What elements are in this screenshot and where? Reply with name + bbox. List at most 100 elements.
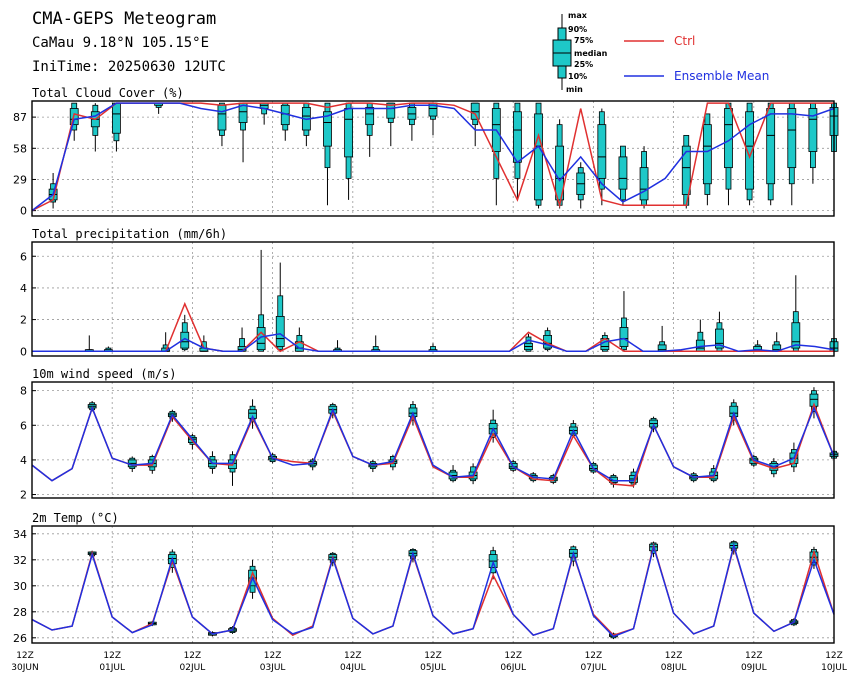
legend-ctrl-label: Ctrl	[674, 34, 695, 48]
y-tick-label: 87	[13, 111, 27, 124]
legend-label-p10: 10%	[568, 72, 587, 81]
legend-label-p75: 75%	[574, 36, 593, 45]
ensemble-box	[368, 459, 378, 473]
ensemble-box	[90, 103, 100, 152]
ensemble-box	[513, 102, 522, 200]
ensemble-box	[217, 102, 227, 147]
ensemble-box	[791, 275, 801, 352]
x-tick-date-label: 07JUL	[581, 663, 607, 673]
legend-label-max: max	[568, 11, 588, 20]
box-p25-p75	[112, 102, 121, 134]
ensemble-box	[639, 146, 649, 209]
y-tick-label: 0	[20, 345, 27, 358]
ensemble-box	[448, 465, 458, 483]
box-p25-p75	[256, 327, 266, 351]
panel-title-temperature: 2m Temp (°C)	[32, 511, 119, 525]
x-tick-hour-label: 12Z	[825, 651, 843, 661]
panel-frame	[31, 525, 835, 644]
x-tick-date-label: 09JUL	[741, 663, 767, 673]
ensemble-box	[534, 102, 543, 209]
ensemble-box	[576, 162, 586, 209]
ensemble-box	[618, 145, 628, 206]
x-tick-date-label: 06JUL	[500, 663, 526, 673]
box-p25-p75	[365, 107, 375, 126]
y-tick-label: 29	[13, 173, 27, 186]
ensemble-box	[180, 314, 190, 352]
x-tick-date-label: 08JUL	[661, 663, 687, 673]
x-tick-hour-label: 12Z	[424, 651, 442, 661]
ensemble-box	[103, 346, 113, 352]
legend-mean-label: Ensemble Mean	[674, 69, 769, 83]
x-tick-date-label: 04JUL	[340, 663, 366, 673]
x-tick-hour-label: 12Z	[745, 651, 763, 661]
ensemble-box	[470, 102, 480, 147]
legend-label-min: min	[566, 85, 583, 94]
ensemble-box	[745, 102, 754, 206]
x-tick-date-label: 01JUL	[99, 663, 125, 673]
ensemble-box	[154, 102, 164, 114]
x-tick-date-label: 30JUN	[11, 663, 38, 673]
box-p25-p75	[657, 344, 667, 352]
ensemble-box	[323, 102, 332, 206]
ensemble-box	[161, 332, 171, 352]
ensemble-box	[84, 335, 94, 352]
ensemble-box	[238, 102, 248, 163]
ensemble-mean-series-line	[31, 542, 835, 638]
panel-temperature: 2m Temp (°C) 26 28 30 32 34	[13, 511, 835, 645]
y-tick-label: 58	[13, 142, 27, 155]
box-p25-p75	[791, 322, 801, 349]
y-tick-label: 6	[20, 419, 27, 432]
ensemble-box	[280, 102, 290, 141]
box-p25-p75	[702, 124, 712, 185]
box-p25-p75	[808, 108, 818, 152]
ensemble-box	[407, 102, 417, 141]
panel-frame	[31, 241, 835, 357]
ensemble-box	[365, 102, 375, 157]
box-p25-p75	[745, 111, 754, 190]
location-label: CaMau 9.18°N 105.15°E	[32, 35, 209, 51]
ensemble-mean-series-line	[31, 405, 835, 482]
y-tick-label: 8	[20, 385, 27, 398]
x-tick-hour-label: 12Z	[184, 651, 202, 661]
ensemble-box	[657, 325, 667, 352]
box-p25-p75	[386, 102, 396, 119]
y-tick-label: 34	[13, 528, 27, 541]
ensemble-box	[112, 102, 121, 152]
panel-cloud-cover: Total Cloud Cover (%) 0 29 58 87	[13, 86, 839, 218]
box-p25-p75	[618, 156, 628, 190]
x-axis: 12Z 30JUN 12Z 01JUL 12Z 02JUL 12Z 03JUL 12Z 04JUL…	[11, 651, 847, 673]
y-tick-label: 28	[13, 606, 27, 619]
x-tick-hour-label: 12Z	[585, 651, 603, 661]
box-p25-p75	[715, 328, 724, 349]
panel-frame	[31, 100, 835, 217]
ensemble-box	[524, 333, 533, 352]
ensemble-box	[724, 102, 733, 206]
x-tick-hour-label: 12Z	[264, 651, 282, 661]
x-tick-date-label: 03JUL	[260, 663, 286, 673]
ensemble-box	[681, 134, 691, 209]
ensemble-box	[619, 291, 629, 352]
panel-frame	[31, 381, 835, 499]
box-p25-p75	[344, 108, 353, 158]
box-p25-p75	[323, 111, 332, 147]
box-p25-p75	[534, 113, 543, 201]
x-tick-hour-label: 12Z	[16, 651, 34, 661]
ensemble-box	[543, 327, 552, 352]
legend-label-p90: 90%	[568, 25, 587, 34]
ensemble-box	[491, 102, 501, 206]
box-p25-p75	[407, 107, 417, 120]
x-tick-hour-label: 12Z	[665, 651, 683, 661]
x-tick-hour-label: 12Z	[344, 651, 362, 661]
ensemble-box	[259, 102, 269, 125]
panel-precipitation: Total precipitation (mm/6h) 0 2 4 6	[20, 227, 839, 358]
box-p25-p75	[681, 145, 691, 195]
y-tick-label: 2	[20, 314, 27, 327]
y-tick-label: 32	[13, 554, 27, 567]
panel-title-wind-speed: 10m wind speed (m/s)	[32, 367, 177, 381]
legend-label-p25: 25%	[574, 60, 593, 69]
ensemble-box	[248, 399, 257, 429]
init-time-label: IniTime: 20250630 12UTC	[32, 59, 226, 75]
box-legend: max 90% 75% median 25% 10% min	[552, 11, 608, 94]
y-tick-label: 26	[13, 632, 27, 645]
